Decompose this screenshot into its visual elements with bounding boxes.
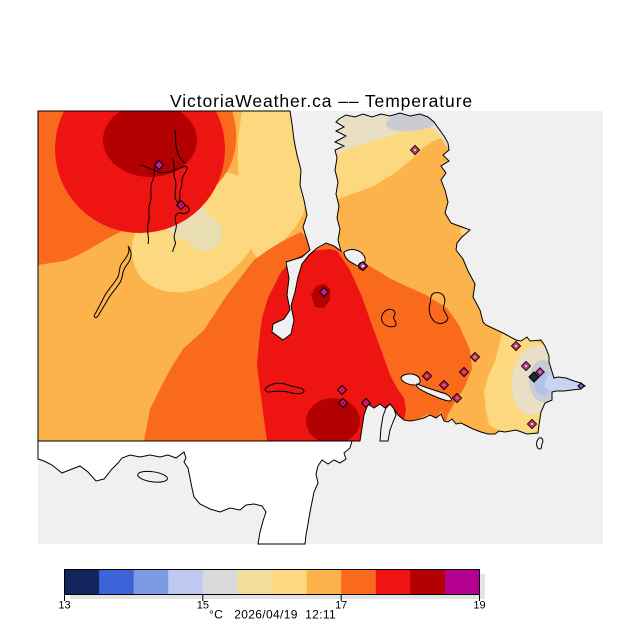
svg-text:°C 2026/04/19 12:11: °C 2026/04/19 12:11 [209, 608, 336, 622]
svg-text:17: 17 [335, 600, 347, 612]
svg-text:19: 19 [473, 600, 485, 612]
svg-text:15: 15 [197, 600, 209, 612]
svg-text:13: 13 [58, 600, 70, 612]
svg-text:VictoriaWeather.ca –– Temperat: VictoriaWeather.ca –– Temperature [170, 91, 473, 111]
